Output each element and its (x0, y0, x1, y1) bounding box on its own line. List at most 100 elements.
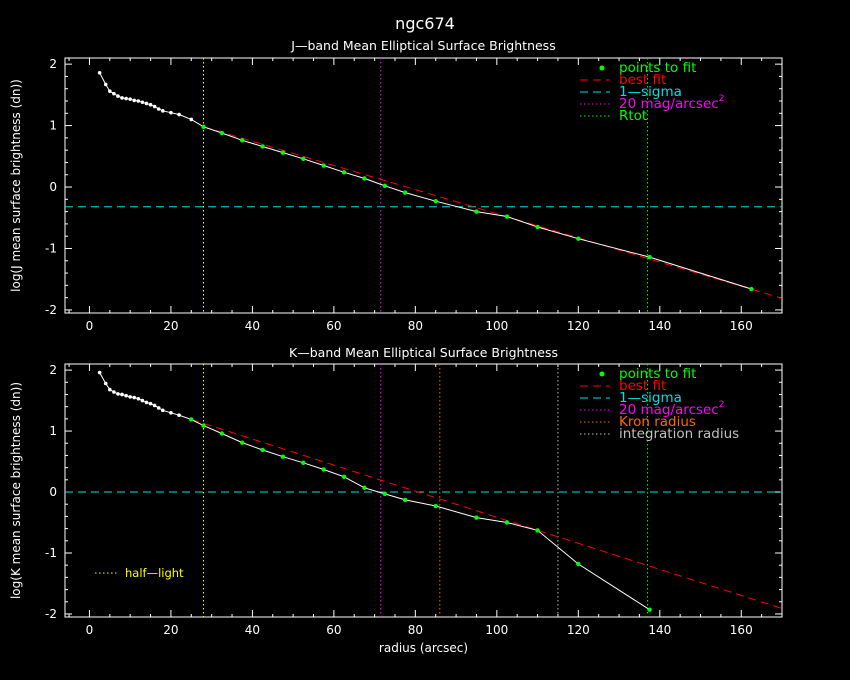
j-fit-point (749, 286, 754, 292)
k-profile-point (136, 396, 141, 401)
k-x-tick-label: 120 (567, 623, 590, 637)
k-plot-area (65, 364, 782, 617)
j-fit-point (474, 209, 479, 214)
k-half-light-label: half—light (125, 566, 184, 580)
j-profile-point (128, 97, 132, 101)
k-x-tick-label: 140 (648, 623, 671, 637)
k-fit-point (382, 491, 387, 497)
j-y-tick-label: 1 (49, 119, 57, 133)
j-profile-point (124, 96, 128, 101)
figure-title: ngc674 (395, 14, 455, 33)
j-legend-label: points to fit (619, 60, 696, 76)
j-profile-point (140, 100, 145, 105)
k-fit-point (341, 474, 347, 479)
k-legend-label: 20 mag/arcsec2 (619, 400, 724, 418)
j-profile-point (132, 98, 137, 103)
k-profile-point (120, 392, 124, 397)
j-profile-point (144, 101, 149, 106)
j-x-tick-label: 120 (567, 319, 590, 333)
j-legend-label: 20 mag/arcsec2 (619, 94, 724, 112)
k-profile-point (156, 406, 161, 410)
k-x-tick-label: 160 (730, 623, 753, 637)
j-fit-point (402, 190, 408, 195)
k-profile-point (132, 395, 137, 400)
j-x-tick-label: 20 (163, 319, 178, 333)
k-profile-point (116, 392, 120, 396)
j-x-tick-label: 80 (408, 319, 423, 333)
j-y-tick-label: -2 (45, 303, 57, 317)
j-best-fit-line (203, 126, 782, 299)
k-profile-point (124, 393, 128, 398)
j-fit-point (260, 144, 265, 149)
j-profile-point (116, 94, 120, 98)
k-fit-point (240, 440, 245, 445)
k-x-tick-label: 0 (86, 623, 94, 637)
j-fit-point (576, 236, 581, 241)
j-fit-point (219, 130, 225, 136)
j-x-tick-label: 40 (245, 319, 260, 333)
k-y-tick-label: 1 (49, 424, 57, 438)
j-x-tick-label: 100 (485, 319, 508, 333)
k-legend-label: 1—sigma (619, 390, 682, 406)
k-legend-label: points to fit (619, 366, 696, 382)
j-fit-point (280, 150, 286, 155)
k-fit-point (647, 607, 652, 612)
j-y-tick-label: 2 (49, 57, 57, 71)
k-axes-frame (64, 363, 783, 618)
j-profile-point (108, 89, 112, 93)
k-profile-point (148, 401, 153, 406)
k-profile-point (177, 413, 181, 418)
j-legend-superscript: 2 (719, 94, 725, 104)
k-panel-title: K—band Mean Elliptical Surface Brightnes… (289, 345, 558, 360)
j-legend-label: Rtot (619, 108, 647, 124)
k-profile-point (144, 400, 149, 405)
j-y-axis-label: log(J mean surface brightness (dn)) (9, 79, 23, 292)
j-fit-point (301, 156, 306, 161)
k-fit-point (504, 520, 510, 525)
k-legend-label: best fit (619, 378, 666, 394)
k-x-tick-label: 40 (245, 623, 260, 637)
j-profile-point (177, 112, 181, 117)
k-legend-swatch (599, 371, 605, 377)
j-x-tick-label: 140 (648, 319, 671, 333)
k-x-tick-label: 20 (163, 623, 178, 637)
j-plot-area (65, 58, 782, 313)
k-x-tick-label: 80 (408, 623, 423, 637)
k-profile-point (108, 387, 112, 392)
j-x-tick-label: 160 (730, 319, 753, 333)
j-profile-point (160, 109, 165, 113)
k-y-tick-label: 0 (49, 485, 57, 499)
k-y-axis-label: log(K mean surface brightness (dn)) (9, 382, 23, 599)
k-profile-point (140, 398, 145, 403)
k-x-tick-label: 100 (485, 623, 508, 637)
j-fit-point (647, 254, 652, 260)
j-fit-point (341, 170, 347, 175)
k-x-tick-label: 60 (326, 623, 341, 637)
k-y-tick-label: -2 (45, 607, 57, 621)
k-fit-point (201, 423, 206, 428)
j-legend-swatch (599, 65, 605, 71)
j-profile-point (156, 107, 161, 111)
k-x-axis-label: radius (arcsec) (379, 641, 468, 655)
j-profile-point (169, 110, 173, 115)
j-fit-point (504, 214, 510, 219)
j-profile-point (120, 96, 124, 100)
j-fit-point (433, 198, 438, 204)
k-y-tick-label: -1 (45, 546, 57, 560)
k-fit-point (535, 528, 540, 533)
k-fit-point (321, 467, 326, 472)
j-panel-title: J—band Mean Elliptical Surface Brightnes… (290, 38, 555, 53)
k-fit-point (474, 515, 479, 520)
k-legend-superscript: 2 (719, 400, 725, 410)
k-fit-point (301, 460, 306, 465)
j-fit-point (201, 124, 206, 130)
k-profile-point (169, 410, 173, 415)
k-legend-label: integration radius (619, 426, 739, 442)
j-axes-frame (64, 57, 783, 314)
j-fit-point (321, 163, 326, 168)
k-fit-point (219, 431, 225, 436)
